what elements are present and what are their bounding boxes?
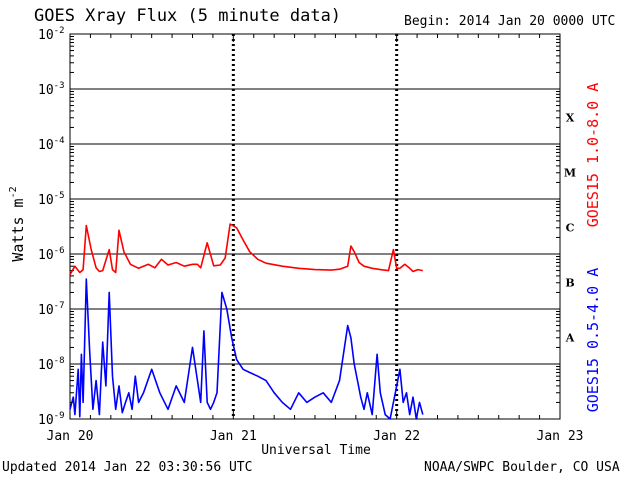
y-axis-ticks: 10-2 10-3 10-4 10-5 10-6 10-7 10-8 10-9 [38,26,560,428]
x-axis-ticks: Jan 20 Jan 21 Jan 22 Jan 23 [47,34,584,444]
x-tick-label: Jan 23 [537,429,584,444]
series-long-channel [69,223,423,276]
y-tick-label: 10-3 [38,81,65,98]
flare-class-m: M [564,167,576,180]
x-tick-label: Jan 22 [373,429,420,444]
y-tick-label: 10-8 [38,356,65,373]
credit-label: NOAA/SWPC Boulder, CO USA [424,460,620,475]
y-tick-label: 10-5 [38,191,65,208]
plot-border [69,33,561,420]
flare-class-c: C [566,222,575,235]
flare-class-b: B [565,277,574,290]
chart-title: GOES Xray Flux (5 minute data) [34,6,342,26]
flare-class-x: X [566,112,575,125]
y-axis-label-group: Watts m-2 [8,186,27,261]
updated-timestamp: Updated 2014 Jan 22 03:30:56 UTC [2,460,253,475]
legend-short-channel: GOES15 0.5-4.0 A [584,268,602,413]
x-tick-label: Jan 20 [47,429,94,444]
grid-lines [70,33,560,420]
begin-time: Begin: 2014 Jan 20 0000 UTC [404,14,616,29]
y-axis-label: Watts m-2 [8,186,27,261]
y-tick-label: 10-9 [38,411,65,428]
series-lines [69,223,424,420]
flare-class-a: A [565,332,575,345]
x-tick-label: Jan 21 [210,429,257,444]
y-tick-label: 10-2 [38,26,65,43]
flare-class-labels: X M C B A [564,112,576,345]
legend-long-channel: GOES15 1.0-8.0 A [584,83,602,228]
plot-frame [69,33,561,420]
y-tick-label: 10-7 [38,301,65,318]
x-axis-label: Universal Time [261,443,371,458]
series-short-channel [69,278,424,420]
y-tick-label: 10-6 [38,246,65,263]
y-tick-label: 10-4 [38,136,65,153]
